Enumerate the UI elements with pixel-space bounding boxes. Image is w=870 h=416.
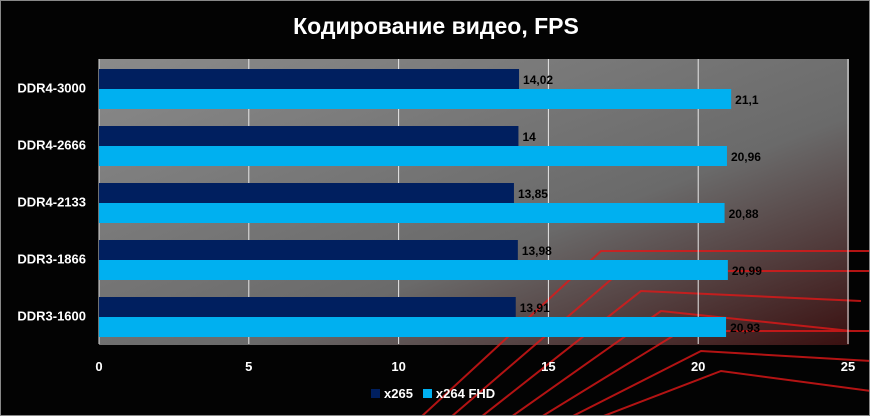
legend-label: x265 [384,386,413,401]
data-label: 21,1 [735,93,759,107]
bar-x264 [99,317,727,337]
bar-x264 [99,203,725,223]
data-label: 13,85 [518,187,548,201]
bar-x265 [99,297,516,317]
data-label: 20,93 [730,321,760,335]
data-label: 13,98 [522,244,552,258]
legend-swatch-x265 [371,389,380,398]
x-tick-label: 20 [691,359,705,374]
x-tick-label: 25 [841,359,855,374]
data-label: 20,88 [729,207,759,221]
y-category-label: DDR3-1866 [17,252,86,267]
y-category-label: DDR3-1600 [17,309,86,324]
y-category-label: DDR4-2133 [17,195,86,210]
data-label: 14,02 [523,73,553,87]
x-tick-label: 15 [541,359,555,374]
y-category-label: DDR4-3000 [17,81,86,96]
bar-x264 [99,146,727,166]
data-label: 14 [522,130,536,144]
bar-x265 [99,183,514,203]
bar-x265 [99,240,518,260]
legend-swatch-x264 [422,389,432,398]
legend-item-x265: x265 [371,386,413,401]
data-label: 20,96 [731,150,761,164]
x-tick-label: 10 [391,359,405,374]
chart-title: Кодирование видео, FPS [293,13,579,39]
bar-x265 [99,126,519,146]
x-tick-label: 5 [245,359,252,374]
bar-x264 [99,89,732,109]
legend: x265 x264 FHD [371,386,495,401]
legend-item-x264: x264 FHD [422,386,496,401]
data-label: 20,99 [732,264,762,278]
bar-x265 [99,69,520,89]
y-category-label: DDR4-2666 [17,138,86,153]
bar-x264 [99,260,728,280]
data-label: 13,91 [520,301,550,315]
x-tick-label: 0 [95,359,102,374]
legend-label: x264 FHD [435,386,496,401]
